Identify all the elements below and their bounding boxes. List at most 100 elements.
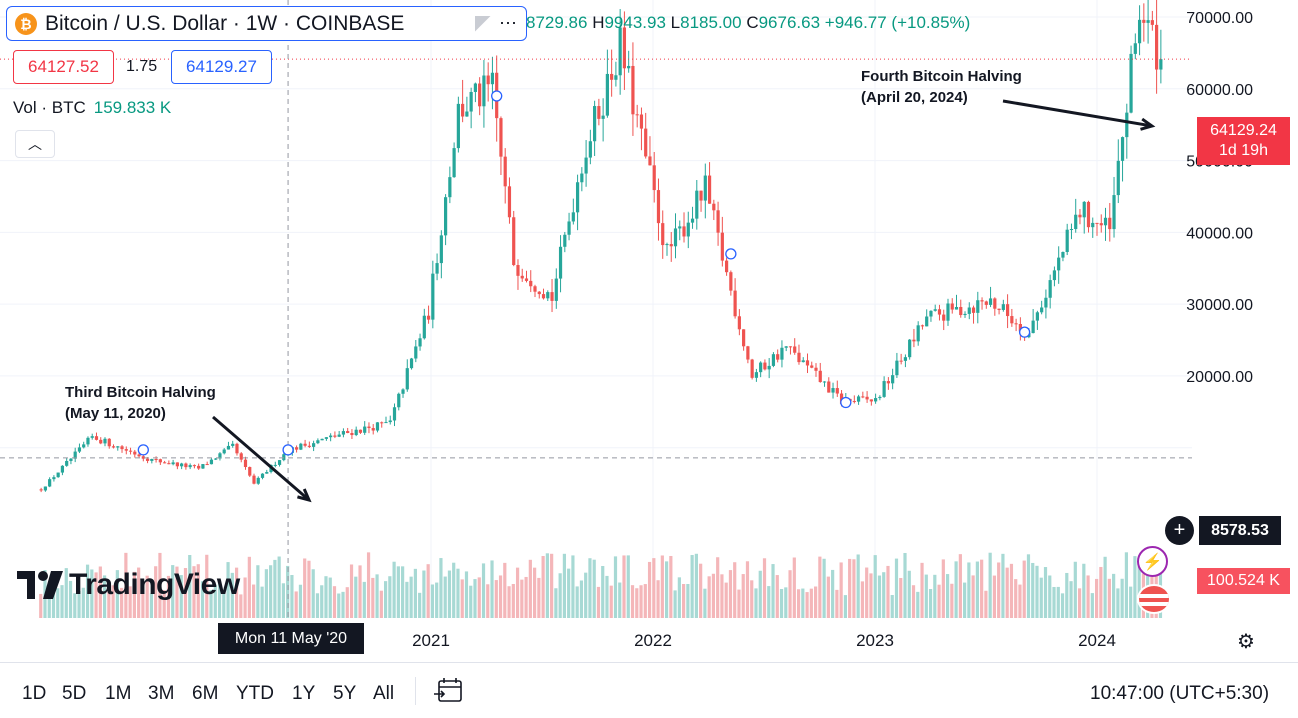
volume-bar: [102, 575, 107, 618]
candle-body: [456, 103, 460, 149]
volume-bar: [848, 558, 852, 618]
volume-bar: [588, 558, 592, 618]
volume-bar: [839, 562, 843, 618]
collapse-legend-button[interactable]: ︿: [15, 130, 55, 158]
candle-body: [622, 27, 627, 69]
volume-bar: [158, 552, 162, 618]
volume-bar: [567, 568, 571, 618]
candle-body: [959, 306, 963, 316]
range-5d-button[interactable]: 5D: [62, 683, 87, 704]
volume-bar: [814, 586, 818, 618]
candle-body: [1069, 229, 1074, 231]
lightning-icon[interactable]: ⚡: [1137, 546, 1168, 577]
range-6m-button[interactable]: 6M: [192, 683, 219, 704]
candle-body: [742, 329, 746, 347]
candle-body: [788, 346, 793, 348]
timezone-clock[interactable]: 10:47:00 (UTC+5:30): [1090, 683, 1270, 704]
candle-body: [1133, 43, 1137, 54]
fourth-halving-annotation[interactable]: Fourth Bitcoin Halving (April 20, 2024): [861, 66, 1022, 108]
last-price-tag: 64129.24 1d 19h: [1197, 117, 1290, 165]
candle-body: [605, 73, 609, 116]
candle-body: [614, 75, 618, 80]
low-value: 8185.00: [680, 13, 742, 32]
third-halving-annotation[interactable]: Third Bitcoin Halving (May 11, 2020): [65, 382, 216, 424]
third-halving-title: Third Bitcoin Halving: [65, 384, 216, 401]
candle-body: [895, 360, 899, 376]
volume-bar: [1124, 552, 1129, 618]
candle-body: [111, 446, 116, 448]
volume-bar: [418, 592, 422, 618]
calendar-goto-icon[interactable]: [433, 677, 463, 705]
range-1d-button[interactable]: 1D: [22, 683, 47, 704]
more-icon[interactable]: ⋯: [499, 13, 518, 33]
flag-icon[interactable]: [475, 15, 491, 32]
volume-bar: [213, 584, 217, 618]
volume-bar: [460, 579, 464, 618]
candle-body: [507, 186, 512, 218]
volume-bar: [750, 580, 754, 618]
candle-body: [1099, 223, 1103, 226]
candle-body: [529, 280, 533, 287]
volume-bar: [831, 569, 835, 618]
candle-body: [512, 217, 516, 266]
range-1m-button[interactable]: 1M: [105, 683, 132, 704]
candle-body: [1103, 217, 1108, 226]
range-3m-button[interactable]: 3M: [148, 683, 175, 704]
candle-body: [571, 212, 575, 222]
range-ytd-button[interactable]: YTD: [236, 683, 274, 704]
symbol-header[interactable]: ₿ Bitcoin / U.S. Dollar · 1W · COINBASE …: [6, 6, 527, 41]
candle-body: [669, 244, 673, 247]
volume-bar: [779, 588, 784, 618]
volume-bar: [899, 577, 903, 618]
candle-body: [1074, 214, 1078, 230]
crosshair-date-tag: Mon 11 May '20: [218, 623, 364, 654]
tradingview-logo[interactable]: TradingView: [17, 568, 240, 602]
candle-body: [933, 309, 937, 311]
volume-bar: [68, 580, 73, 618]
volume-bar: [1129, 586, 1133, 618]
volume-bar: [1099, 566, 1103, 618]
sell-button[interactable]: 64127.52: [13, 50, 114, 84]
candle-body: [1095, 222, 1099, 224]
candle-body: [1116, 160, 1120, 196]
volume-bar: [264, 569, 268, 618]
volume-bar: [558, 573, 562, 618]
change-value: +946.77 (+10.85%): [824, 13, 971, 32]
candle-body: [1001, 304, 1005, 310]
volume-price-tag: 100.524 K: [1197, 568, 1290, 594]
candle-body: [784, 346, 788, 348]
volume-bar: [647, 561, 652, 618]
price-chart[interactable]: 20000.0030000.0040000.0050000.0060000.00…: [0, 0, 1298, 662]
bottom-toolbar: 1D 5D 1M 3M 6M YTD 1Y 5Y All 10:47:00 (U…: [0, 662, 1298, 718]
candle-body: [163, 462, 167, 464]
buy-button[interactable]: 64129.27: [171, 50, 272, 84]
third-halving-date: (May 11, 2020): [65, 405, 166, 422]
tradingview-logo-icon: [17, 571, 63, 599]
us-flag-icon[interactable]: [1137, 584, 1171, 614]
volume-bar: [792, 557, 796, 618]
volume-bar: [677, 577, 681, 618]
volume-bar: [1073, 561, 1077, 618]
settings-gear-icon[interactable]: ⚙: [1237, 631, 1255, 653]
candle-body: [793, 346, 797, 353]
range-5y-button[interactable]: 5Y: [333, 683, 357, 704]
volume-bar: [81, 587, 85, 618]
candle-body: [192, 465, 197, 467]
volume-bar: [958, 554, 962, 618]
candle-body: [478, 83, 482, 107]
range-1y-button[interactable]: 1Y: [292, 683, 316, 704]
candle-body: [184, 463, 188, 468]
volume-bar: [494, 580, 498, 618]
range-all-button[interactable]: All: [373, 683, 395, 704]
volume-bar: [1086, 575, 1090, 618]
candle-body: [175, 462, 179, 467]
x-axis-tick-label: 2023: [856, 631, 894, 650]
candle-body: [124, 449, 128, 451]
candle-body: [946, 303, 950, 321]
candle-body: [661, 223, 665, 246]
candle-body: [724, 260, 729, 273]
candle-body: [733, 290, 737, 317]
volume-bar: [349, 564, 354, 618]
add-alert-button[interactable]: +: [1165, 516, 1194, 545]
volume-bar: [1082, 563, 1086, 618]
